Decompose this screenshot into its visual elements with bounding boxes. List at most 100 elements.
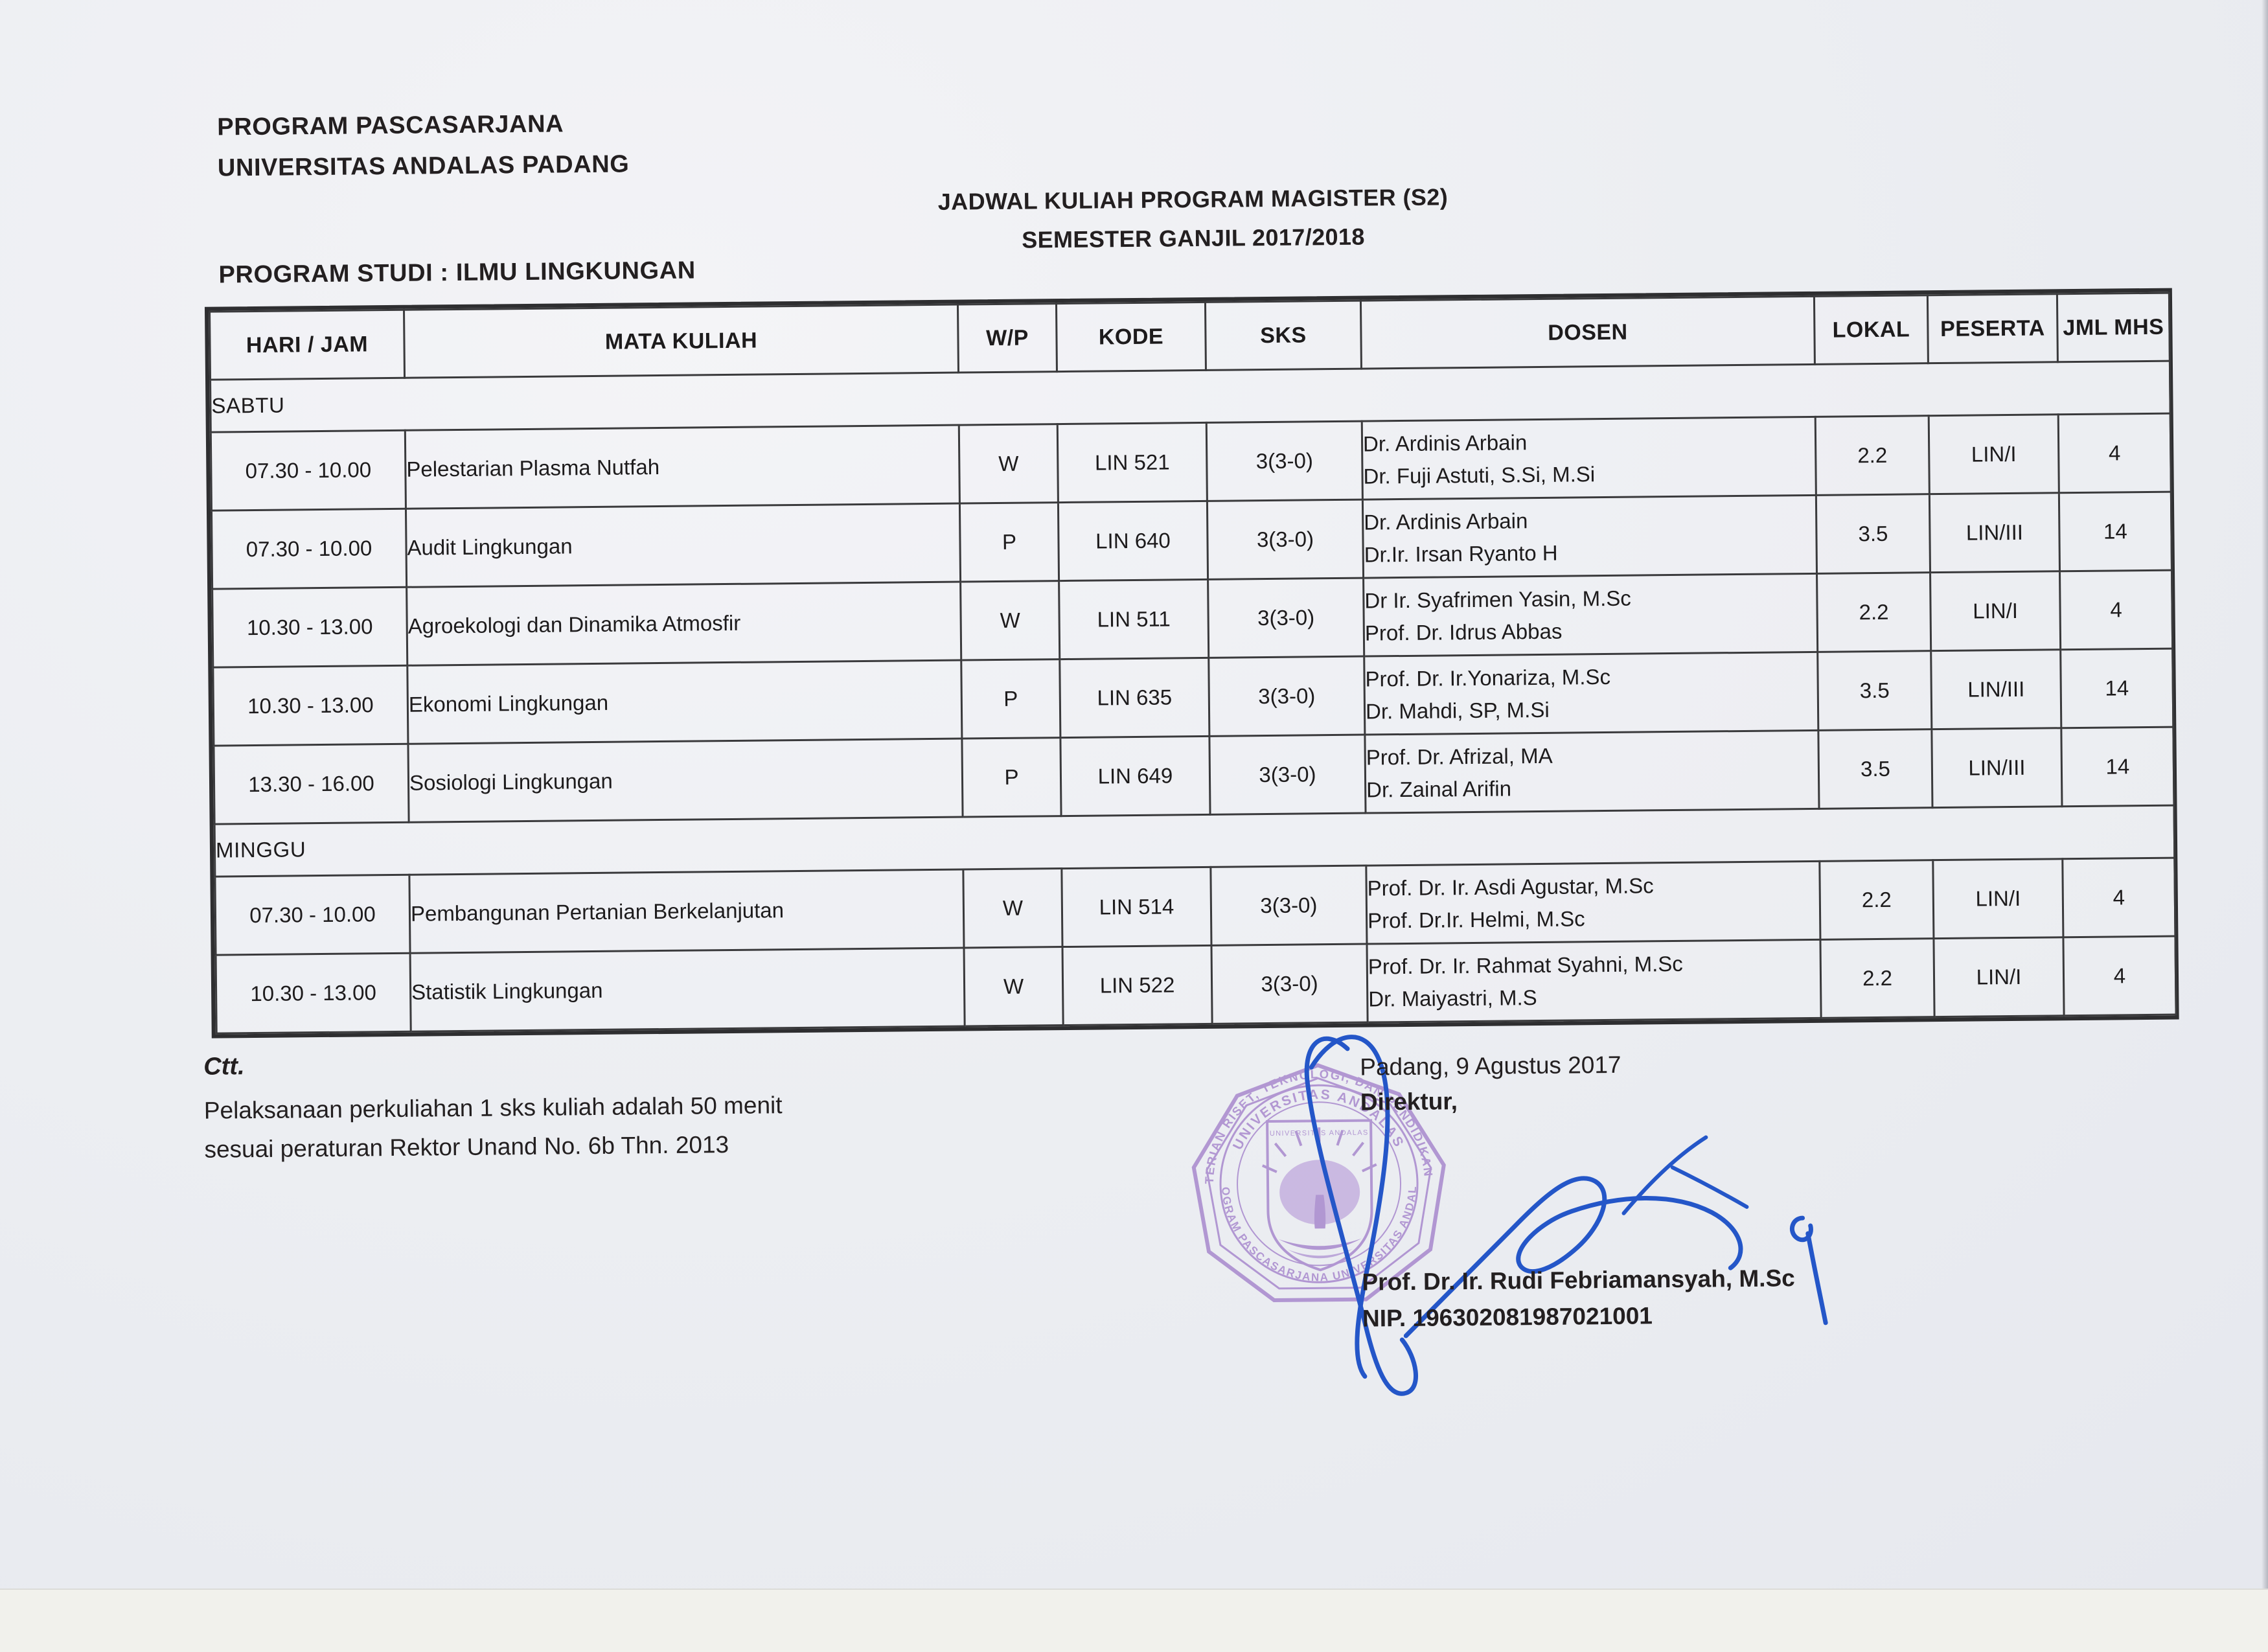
cell-mata-kuliah: Sosiologi Lingkungan [407, 739, 963, 823]
cell-hari-jam: 10.30 - 13.00 [212, 665, 408, 746]
cell-peserta: LIN/I [1929, 414, 2059, 494]
column-header-wp: W/P [957, 303, 1057, 373]
cell-hari-jam: 07.30 - 10.00 [211, 430, 406, 511]
cell-wp: W [959, 424, 1059, 504]
dosen-name-2: Dr. Maiyastri, M.S [1368, 985, 1537, 1011]
cell-lokal: 3.5 [1818, 729, 1933, 809]
dosen-name-1: Prof. Dr. Ir. Rahmat Syahni, M.Sc [1368, 951, 1683, 979]
schedule-table: HARI / JAM MATA KULIAH W/P KODE SKS DOSE… [209, 292, 2177, 1035]
cell-mata-kuliah: Pembangunan Pertanian Berkelanjutan [409, 869, 965, 954]
cell-dosen: Prof. Dr. Ir.Yonariza, M.Sc Dr. Mahdi, SP… [1364, 652, 1818, 735]
dosen-name-2: Dr. Fuji Astuti, S.Si, M.Si [1363, 462, 1596, 488]
cell-kode: LIN 514 [1061, 867, 1211, 947]
dosen-name-1: Prof. Dr. Ir. Asdi Agustar, M.Sc [1367, 873, 1654, 901]
cell-jml-mhs: 4 [2063, 936, 2177, 1016]
cell-sks: 3(3-0) [1208, 656, 1365, 737]
cell-jml-mhs: 14 [2061, 727, 2174, 807]
cell-lokal: 3.5 [1816, 494, 1930, 574]
cell-lokal: 2.2 [1819, 860, 1934, 940]
cell-mata-kuliah: Audit Lingkungan [406, 503, 961, 588]
cell-wp: W [964, 946, 1064, 1027]
dosen-name-2: Dr. Mahdi, SP, M.Si [1365, 697, 1550, 724]
cell-hari-jam: 10.30 - 13.00 [212, 587, 407, 668]
signatory-nip: NIP. 196302081987021001 [1362, 1302, 1653, 1332]
cell-kode: LIN 635 [1059, 658, 1209, 738]
dosen-name-1: Dr. Ardinis Arbain [1364, 508, 1528, 534]
dosen-name-2: Prof. Dr. Idrus Abbas [1364, 619, 1563, 645]
cell-peserta: LIN/III [1931, 728, 2062, 808]
dosen-name-1: Dr. Ardinis Arbain [1362, 430, 1528, 456]
cell-wp: W [963, 868, 1063, 948]
cell-hari-jam: 07.30 - 10.00 [211, 509, 407, 590]
cell-hari-jam: 10.30 - 13.00 [216, 953, 411, 1034]
notes-block: Ctt. Pelaksanaan perkuliahan 1 sks kulia… [203, 1045, 1079, 1169]
cell-wp: P [959, 502, 1059, 582]
paper-surface [0, 0, 2268, 1589]
cell-kode: LIN 521 [1057, 422, 1208, 503]
paper-right-shadow [2262, 0, 2268, 1589]
cell-hari-jam: 07.30 - 10.00 [214, 875, 411, 956]
cell-sks: 3(3-0) [1209, 735, 1366, 815]
cell-mata-kuliah: Pelestarian Plasma Nutfah [405, 425, 960, 509]
cell-hari-jam: 13.30 - 16.00 [213, 744, 409, 825]
cell-dosen: Dr. Ardinis Arbain Dr. Fuji Astuti, S.Si,… [1362, 417, 1816, 500]
cell-jml-mhs: 4 [2059, 570, 2173, 650]
cell-mata-kuliah: Statistik Lingkungan [410, 948, 965, 1032]
paper-bottom-edge [0, 1589, 2268, 1652]
cell-mata-kuliah: Ekonomi Lingkungan [407, 660, 962, 744]
cell-wp: W [960, 580, 1060, 661]
cell-sks: 3(3-0) [1208, 578, 1364, 658]
cell-kode: LIN 640 [1058, 501, 1208, 581]
cell-wp: P [961, 659, 1060, 739]
dosen-name-1: Prof. Dr. Afrizal, MA [1366, 743, 1553, 770]
cell-lokal: 3.5 [1817, 650, 1932, 731]
cell-peserta: LIN/I [1930, 571, 2061, 651]
cell-dosen: Prof. Dr. Ir. Asdi Agustar, M.Sc Prof. Dr… [1366, 861, 1820, 945]
cell-jml-mhs: 14 [2059, 492, 2172, 571]
cell-wp: P [961, 737, 1062, 818]
cell-dosen: Prof. Dr. Afrizal, MA Dr. Zainal Arifin [1364, 730, 1820, 814]
cell-sks: 3(3-0) [1210, 866, 1367, 946]
column-header-dosen: DOSEN [1360, 296, 1815, 369]
program-studi-label: PROGRAM STUDI : ILMU LINGKUNGAN [218, 257, 696, 289]
cell-sks: 3(3-0) [1207, 499, 1364, 580]
cell-dosen: Dr. Ardinis Arbain Dr.Ir. Irsan Ryanto H [1362, 495, 1817, 579]
schedule-table-container: HARI / JAM MATA KULIAH W/P KODE SKS DOSE… [204, 288, 2179, 1038]
document-title-line1: JADWAL KULIAH PROGRAM MAGISTER (S2) [937, 183, 1449, 215]
signature-block: Padang, 9 Agustus 2017 Direktur, Prof. D… [1360, 1048, 2010, 1333]
cell-sks: 3(3-0) [1211, 944, 1368, 1024]
dosen-name-2: Dr.Ir. Irsan Ryanto H [1364, 540, 1558, 567]
cell-peserta: LIN/I [1933, 937, 2065, 1017]
notes-label: Ctt. [203, 1053, 245, 1081]
column-header-mata-kuliah: MATA KULIAH [404, 304, 959, 378]
signature-role: Direktur, [1360, 1088, 1458, 1116]
column-header-kode: KODE [1056, 302, 1206, 372]
cell-jml-mhs: 4 [2062, 858, 2175, 937]
cell-kode: LIN 649 [1060, 736, 1211, 816]
cell-dosen: Dr Ir. Syafrimen Yasin, M.Sc Prof. Dr. Id… [1363, 573, 1818, 657]
cell-lokal: 2.2 [1816, 572, 1931, 652]
column-header-sks: SKS [1205, 301, 1362, 371]
cell-peserta: LIN/III [1929, 492, 2060, 573]
cell-lokal: 2.2 [1820, 938, 1935, 1018]
dosen-name-2: Prof. Dr.Ir. Helmi, M.Sc [1367, 906, 1585, 933]
cell-jml-mhs: 14 [2060, 648, 2173, 728]
signatory-name: Prof. Dr. Ir. Rudi Febriamansyah, M.Sc [1362, 1265, 1795, 1296]
cell-dosen: Prof. Dr. Ir. Rahmat Syahni, M.Sc Dr. Mai… [1366, 939, 1822, 1023]
cell-peserta: LIN/III [1930, 649, 2061, 729]
dosen-name-1: Prof. Dr. Ir.Yonariza, M.Sc [1365, 664, 1611, 691]
stamp-emblem-text: UNIVERSITAS ANDALAS [1270, 1129, 1369, 1138]
signature-place-date: Padang, 9 Agustus 2017 [1360, 1051, 1621, 1081]
dosen-name-1: Dr Ir. Syafrimen Yasin, M.Sc [1364, 586, 1631, 613]
cell-mata-kuliah: Agroekologi dan Dinamika Atmosfir [406, 582, 961, 666]
institution-name-line2: UNIVERSITAS ANDALAS PADANG [217, 150, 630, 182]
document-content: PROGRAM PASCASARJANA UNIVERSITAS ANDALAS… [203, 110, 2179, 1396]
document-title-line2: SEMESTER GANJIL 2017/2018 [1022, 223, 1365, 253]
column-header-lokal: LOKAL [1814, 295, 1929, 365]
cell-kode: LIN 522 [1062, 945, 1213, 1026]
column-header-jml-mhs: JML MHS [2057, 293, 2170, 362]
column-header-hari-jam: HARI / JAM [209, 310, 405, 380]
cell-kode: LIN 511 [1059, 579, 1209, 660]
schedule-table-body: SABTU 07.30 - 10.00 Pelestarian Plasma Nut… [210, 361, 2177, 1034]
